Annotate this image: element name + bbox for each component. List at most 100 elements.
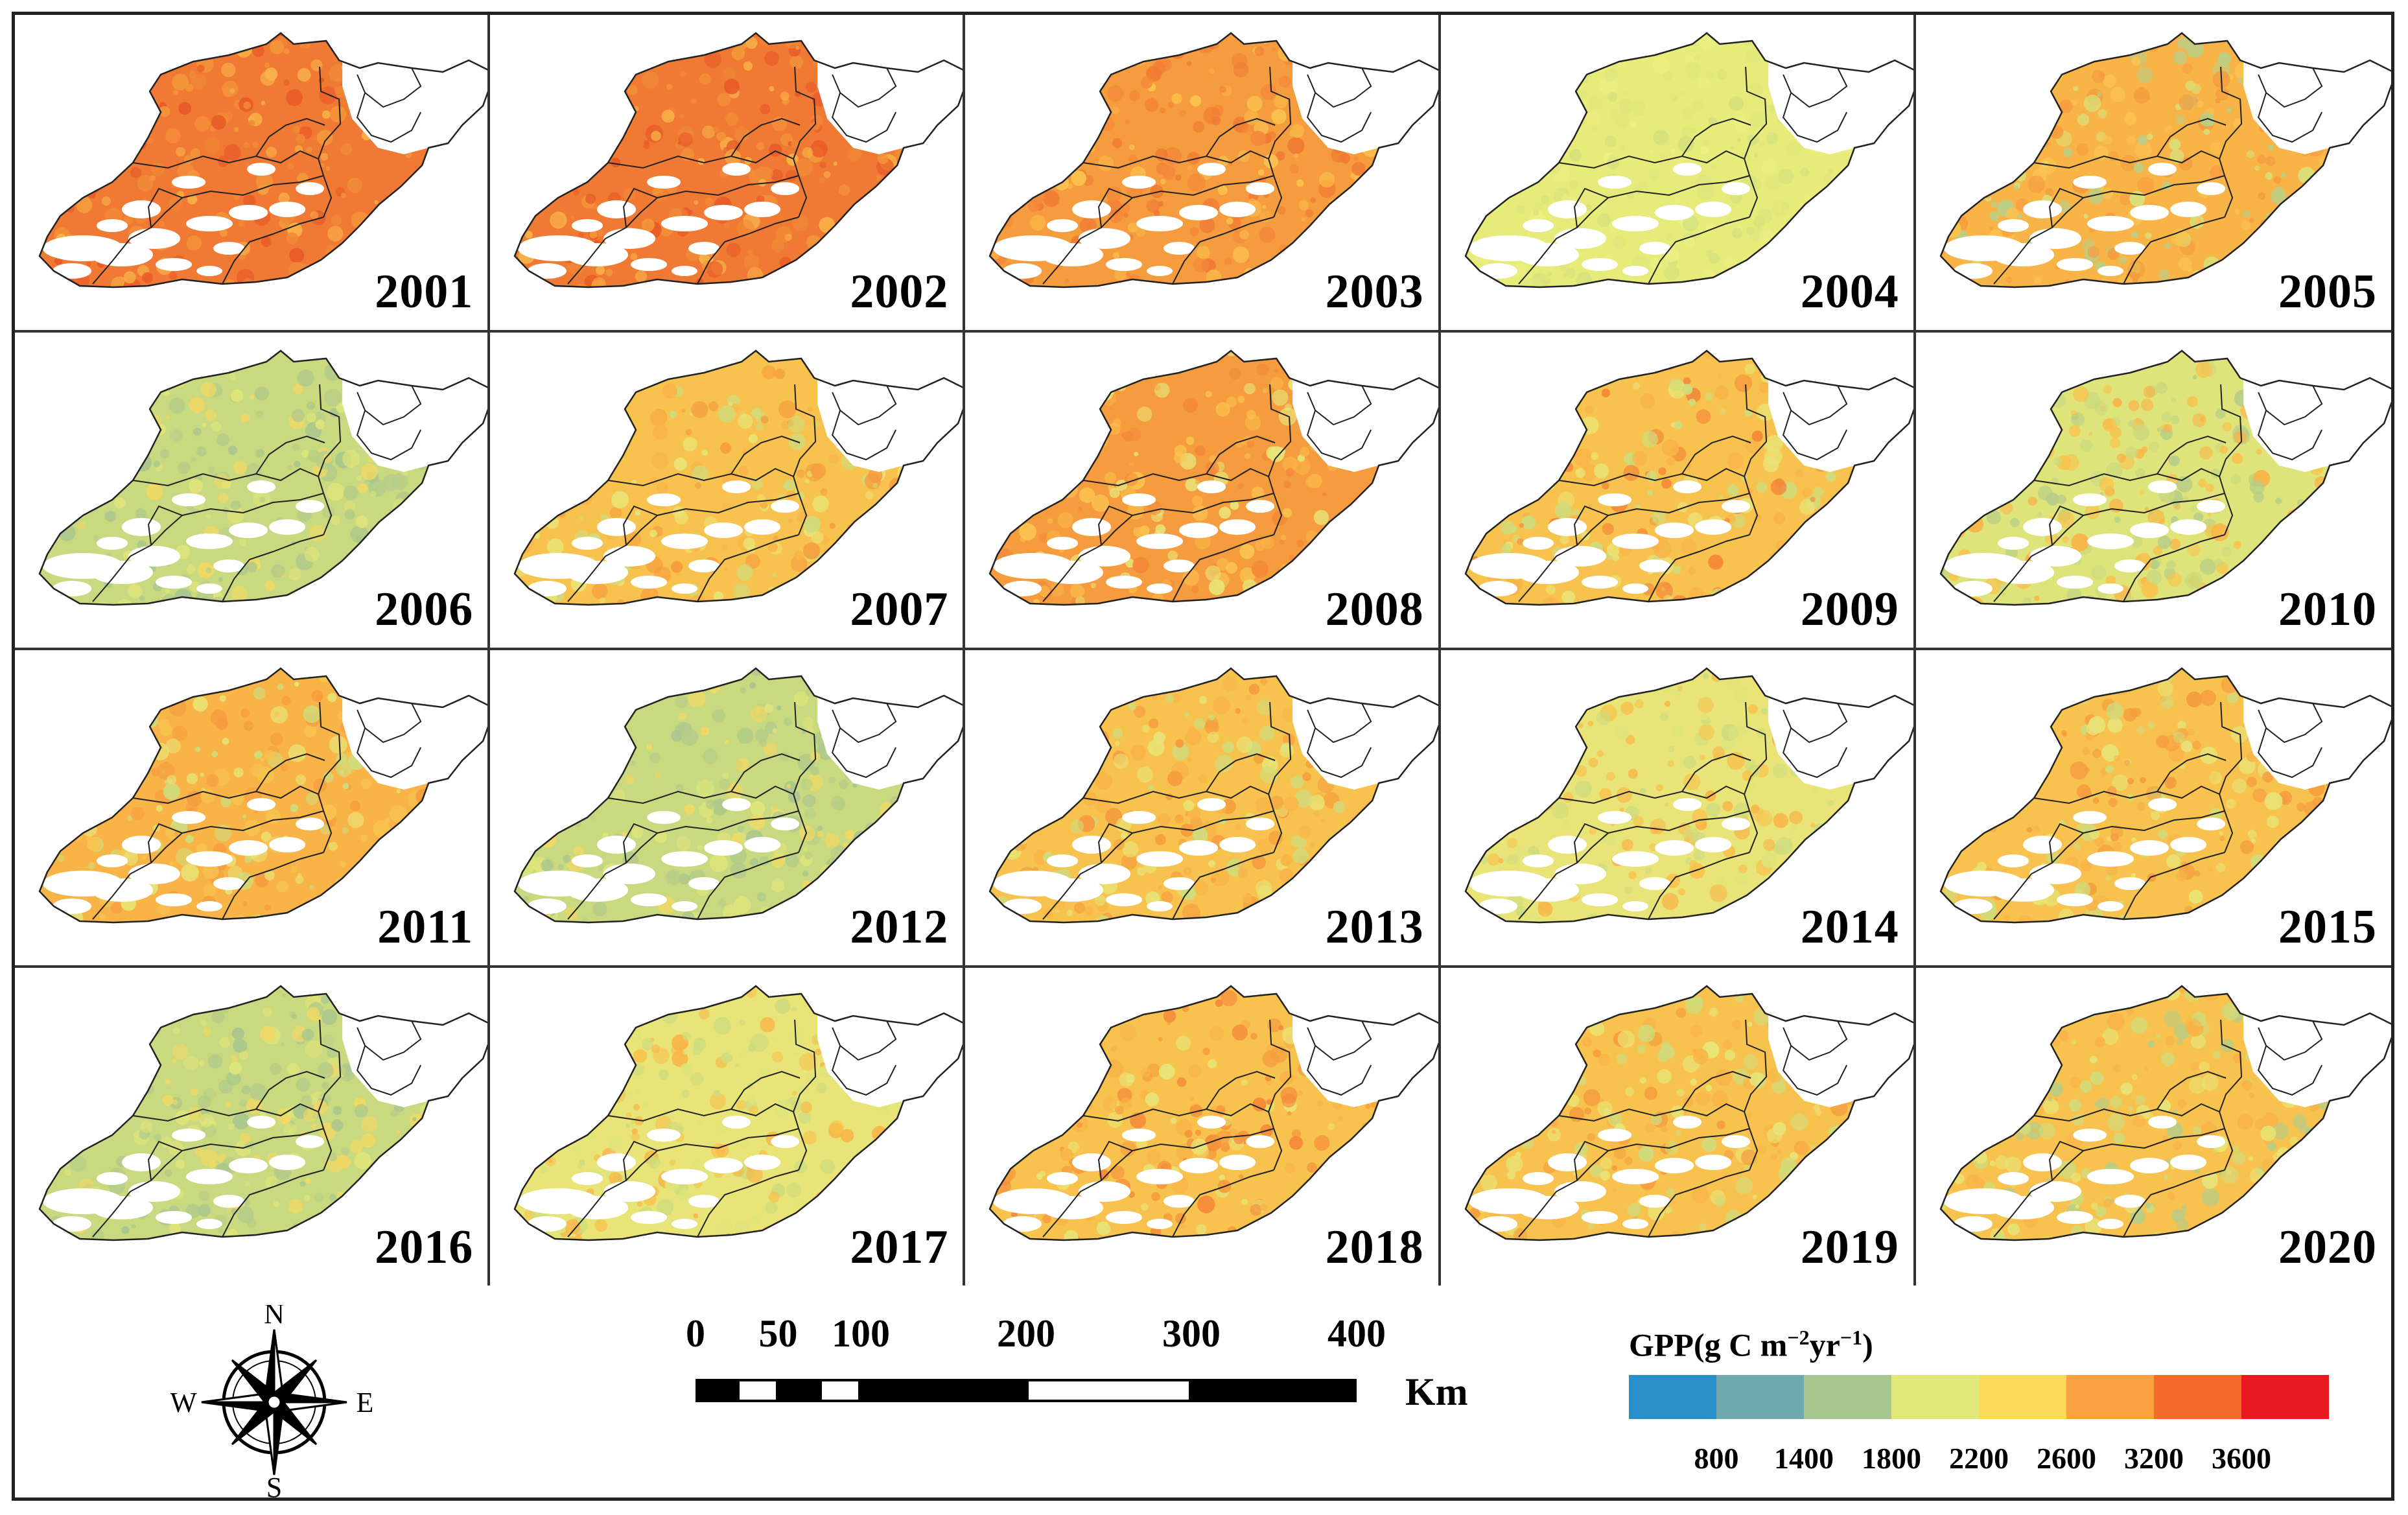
panel-year-label: 2002	[850, 265, 949, 318]
gpp-map-2019	[1464, 985, 1913, 1241]
gpp-map-2007	[513, 349, 963, 606]
scale-bar-segment	[778, 1379, 820, 1402]
gpp-title-main: GPP(g C m	[1629, 1326, 1788, 1363]
compass-north-label: N	[264, 1305, 285, 1330]
panel-year-label: 2020	[2278, 1221, 2377, 1274]
map-panel-2013: 2013	[965, 650, 1441, 968]
map-panel-2006: 2006	[15, 333, 491, 650]
scale-bar: Km 0 50 100 200 300 400	[686, 1311, 1506, 1441]
scale-bar-tick: 300	[1162, 1312, 1221, 1355]
gpp-legend-title: GPP(g C m−2yr−1)	[1629, 1326, 1873, 1364]
map-grid: 2001 2002 2003 2004 2005 2006 2007 2008 2009 2010…	[15, 15, 2391, 1286]
panel-year-label: 2001	[375, 265, 474, 318]
compass-rose-icon: N S E W	[170, 1305, 374, 1499]
panel-year-label: 2003	[1325, 265, 1424, 318]
panel-year-label: 2011	[377, 900, 474, 954]
panel-year-label: 2007	[850, 583, 949, 636]
gpp-map-2010	[1939, 349, 2391, 606]
map-panel-2009: 2009	[1440, 333, 1916, 650]
compass-east-label: E	[357, 1387, 374, 1418]
gpp-map-2012	[513, 667, 963, 924]
colorbar-tick-label: 2600	[2037, 1442, 2096, 1475]
compass-south-label: S	[266, 1472, 282, 1499]
scale-bar-tick: 200	[997, 1312, 1055, 1355]
gpp-map-2006	[38, 349, 488, 606]
gpp-map-2014	[1464, 667, 1913, 924]
colorbar-swatch	[1804, 1375, 1891, 1419]
colorbar-swatch	[1979, 1375, 2066, 1419]
panel-year-label: 2006	[375, 583, 474, 636]
scale-bar-segment	[1191, 1379, 1357, 1402]
gpp-map-2018	[988, 985, 1438, 1241]
panel-year-label: 2012	[850, 900, 949, 954]
map-panel-2002: 2002	[490, 15, 966, 333]
panel-year-label: 2017	[850, 1221, 949, 1274]
map-panel-2012: 2012	[490, 650, 966, 968]
colorbar-tick-label: 3200	[2124, 1442, 2184, 1475]
panel-year-label: 2005	[2278, 265, 2377, 318]
map-panel-2001: 2001	[15, 15, 491, 333]
gpp-map-2015	[1939, 667, 2391, 924]
colorbar-swatch	[2066, 1375, 2154, 1419]
gpp-map-2011	[38, 667, 488, 924]
gpp-map-2004	[1464, 32, 1913, 288]
scale-bar-segment	[736, 1379, 778, 1402]
gpp-map-2013	[988, 667, 1438, 924]
map-panel-2019: 2019	[1440, 968, 1916, 1286]
gpp-title-end: )	[1862, 1326, 1873, 1363]
gpp-map-2016	[38, 985, 488, 1241]
gpp-map-2017	[513, 985, 963, 1241]
legend-panel: N S E W Km 0 50 100 200 300 400 GPP(g C m−2yr…	[15, 1286, 2391, 1499]
figure-frame: 2001 2002 2003 2004 2005 2006 2007 2008 2009 2010…	[12, 12, 2394, 1501]
gpp-colorbar	[1629, 1375, 2329, 1419]
panel-year-label: 2014	[1800, 900, 1899, 954]
gpp-map-2008	[988, 349, 1438, 606]
map-panel-2003: 2003	[965, 15, 1441, 333]
panel-year-label: 2004	[1800, 265, 1899, 318]
panel-year-label: 2008	[1325, 583, 1424, 636]
colorbar-swatch	[1716, 1375, 1804, 1419]
map-panel-2018: 2018	[965, 968, 1441, 1286]
colorbar-tick-label: 1400	[1774, 1442, 1834, 1475]
gpp-title-sup1: −2	[1787, 1326, 1810, 1349]
gpp-map-2003	[988, 32, 1438, 288]
scale-bar-tick: 0	[686, 1312, 705, 1355]
gpp-map-2001	[38, 32, 488, 288]
map-panel-2016: 2016	[15, 968, 491, 1286]
map-panel-2020: 2020	[1915, 968, 2391, 1286]
gpp-map-2009	[1464, 349, 1913, 606]
map-panel-2005: 2005	[1915, 15, 2391, 333]
gpp-title-mid: yr	[1809, 1326, 1840, 1363]
panel-year-label: 2010	[2278, 583, 2377, 636]
colorbar-swatch	[2241, 1375, 2329, 1419]
map-panel-2010: 2010	[1915, 333, 2391, 650]
panel-year-label: 2009	[1800, 583, 1899, 636]
panel-year-label: 2019	[1800, 1221, 1899, 1274]
colorbar-tick-label: 3600	[2212, 1442, 2271, 1475]
colorbar-tick-label: 800	[1694, 1442, 1739, 1475]
scale-bar-segment	[861, 1379, 1026, 1402]
map-panel-2004: 2004	[1440, 15, 1916, 333]
map-panel-2014: 2014	[1440, 650, 1916, 968]
map-panel-2015: 2015	[1915, 650, 2391, 968]
gpp-title-sup2: −1	[1840, 1326, 1863, 1349]
map-panel-2008: 2008	[965, 333, 1441, 650]
panel-year-label: 2013	[1325, 900, 1424, 954]
gpp-map-2002	[513, 32, 963, 288]
colorbar-swatch	[1891, 1375, 1979, 1419]
panel-year-label: 2018	[1325, 1221, 1424, 1274]
compass-west-label: W	[170, 1387, 197, 1418]
scale-bar-segment	[696, 1379, 737, 1402]
gpp-map-2005	[1939, 32, 2391, 288]
colorbar-tick-label: 1800	[1862, 1442, 1921, 1475]
scale-bar-unit: Km	[1405, 1370, 1468, 1413]
map-panel-2007: 2007	[490, 333, 966, 650]
map-panel-2011: 2011	[15, 650, 491, 968]
map-panel-2017: 2017	[490, 968, 966, 1286]
scale-bar-tick: 50	[758, 1312, 798, 1355]
panel-year-label: 2015	[2278, 900, 2377, 954]
colorbar-swatch	[1629, 1375, 1716, 1419]
scale-bar-segment	[1026, 1379, 1191, 1402]
scale-bar-tick: 400	[1327, 1312, 1386, 1355]
gpp-map-2020	[1939, 985, 2391, 1241]
